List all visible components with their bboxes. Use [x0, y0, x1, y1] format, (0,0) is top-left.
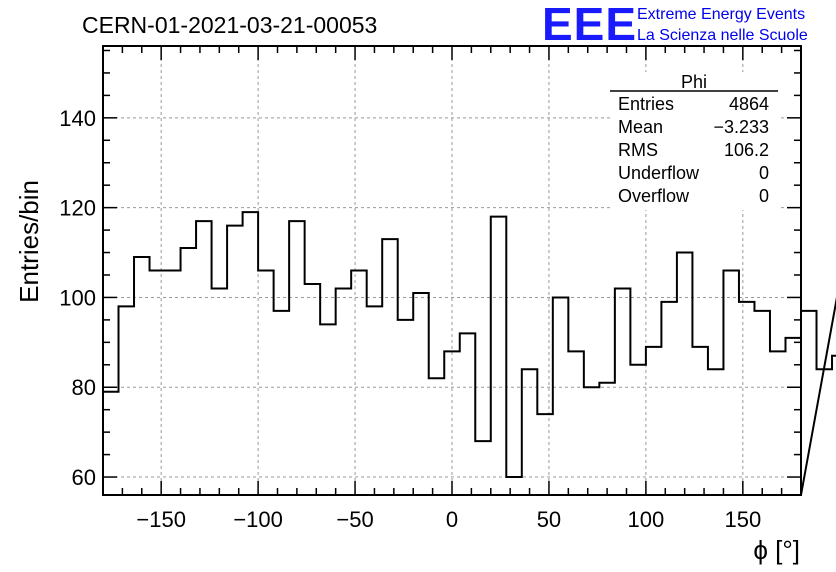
stats-label-rms: RMS [618, 140, 658, 160]
stats-row-underflow: Underflow 0 [618, 163, 769, 183]
y-tick-label: 100 [59, 285, 96, 310]
stats-label-overflow: Overflow [618, 186, 690, 206]
stats-row-mean: Mean −3.233 [618, 117, 769, 137]
y-tick-label: 60 [72, 465, 96, 490]
x-axis-title: ϕ [°] [753, 535, 800, 565]
y-tick-labels: 60 80 100 120 140 [59, 106, 96, 490]
plot-frame [102, 45, 802, 496]
stats-value-entries: 4864 [729, 94, 769, 114]
y-tick-label: 80 [72, 375, 96, 400]
stats-label-underflow: Underflow [618, 163, 700, 183]
x-tick-labels: −150 −100 −50 0 50 100 150 [136, 507, 761, 532]
x-tick-label: 0 [446, 507, 458, 532]
run-title: CERN-01-2021-03-21-00053 [82, 12, 377, 38]
x-tick-label: 100 [628, 507, 665, 532]
x-tick-label: 150 [724, 507, 761, 532]
stats-label-mean: Mean [618, 117, 663, 137]
stats-row-rms: RMS 106.2 [618, 140, 769, 160]
stats-value-mean: −3.233 [713, 117, 769, 137]
x-tick-label: 50 [537, 507, 561, 532]
stats-label-entries: Entries [618, 94, 674, 114]
stats-value-overflow: 0 [759, 186, 769, 206]
x-tick-label: −50 [336, 507, 373, 532]
logo-line-1: Extreme Energy Events [637, 6, 805, 23]
stats-box-background [610, 72, 778, 210]
y-axis-title: Entries/bin [14, 180, 44, 303]
y-tick-label: 140 [59, 106, 96, 131]
stats-box: Phi Entries 4864 Mean −3.233 RMS 106.2 U… [610, 72, 778, 210]
logo-line-2: La Scienza nelle Scuole [637, 27, 808, 44]
stats-row-overflow: Overflow 0 [618, 186, 769, 206]
stats-box-title: Phi [681, 72, 707, 92]
histogram-step-line [102, 211, 836, 496]
axis-ticks [103, 46, 801, 495]
logo-mark: EEE [542, 0, 637, 50]
y-tick-label: 120 [59, 196, 96, 221]
stats-value-rms: 106.2 [724, 140, 769, 160]
stats-value-underflow: 0 [759, 163, 769, 183]
x-tick-label: −150 [136, 507, 186, 532]
stats-row-entries: Entries 4864 [618, 94, 769, 114]
eee-logo: EEE Extreme Energy Events La Scienza nel… [542, 0, 808, 50]
x-tick-label: −100 [233, 507, 283, 532]
